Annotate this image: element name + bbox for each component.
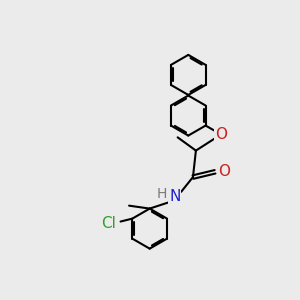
Text: H: H xyxy=(156,187,167,201)
Text: O: O xyxy=(215,127,227,142)
Text: O: O xyxy=(218,164,230,179)
Text: N: N xyxy=(169,189,180,204)
Text: Cl: Cl xyxy=(101,215,116,230)
